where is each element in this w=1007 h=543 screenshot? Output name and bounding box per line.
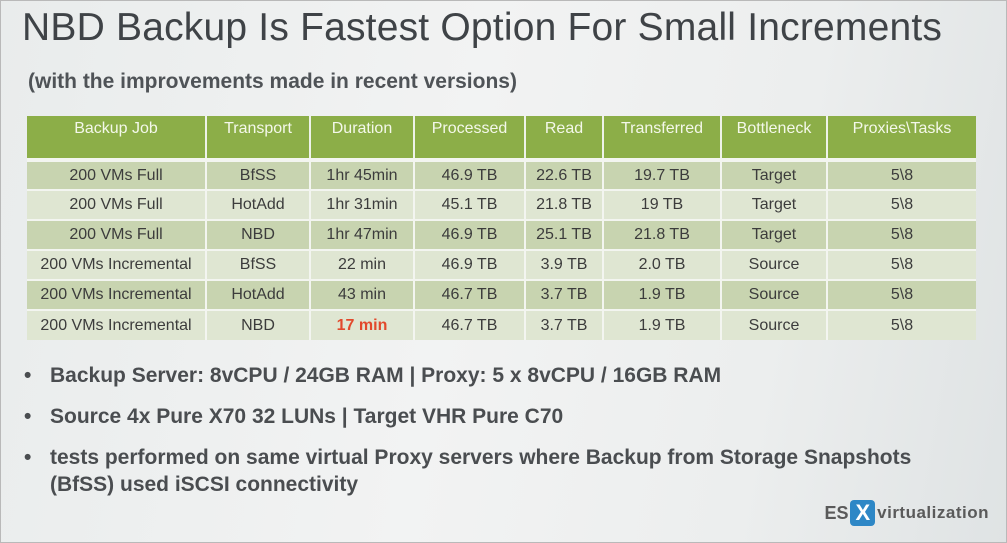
table-cell: 21.8 TB xyxy=(603,219,722,250)
table-cell: HotAdd xyxy=(206,189,311,220)
watermark-x-logo-icon: X xyxy=(850,500,876,526)
notes-list: • Backup Server: 8vCPU / 24GB RAM | Prox… xyxy=(24,362,974,512)
table-cell: 19 TB xyxy=(603,189,722,220)
table-cell: HotAdd xyxy=(206,279,311,310)
table-cell: 3.7 TB xyxy=(525,279,604,310)
column-header: Transport xyxy=(206,116,311,160)
table-cell: 200 VMs Incremental xyxy=(27,279,207,310)
slide-title: NBD Backup Is Fastest Option For Small I… xyxy=(22,6,943,49)
highlighted-duration-cell: 17 min xyxy=(310,309,415,340)
table-cell: 1hr 31min xyxy=(310,189,415,220)
table-cell: 200 VMs Incremental xyxy=(27,249,207,280)
table-cell: 21.8 TB xyxy=(525,189,604,220)
table-row: 200 VMs Full NBD 1hr 47min 46.9 TB 25.1 … xyxy=(27,219,976,250)
note-text: Backup Server: 8vCPU / 24GB RAM | Proxy:… xyxy=(50,364,722,387)
table-cell: 46.9 TB xyxy=(414,158,526,190)
table-cell: 2.0 TB xyxy=(603,249,722,280)
table-cell: 46.7 TB xyxy=(414,279,526,310)
table-row: 200 VMs Incremental HotAdd 43 min 46.7 T… xyxy=(27,279,976,310)
table-cell: 19.7 TB xyxy=(603,158,722,190)
table-row: 200 VMs Full HotAdd 1hr 31min 45.1 TB 21… xyxy=(27,189,976,220)
slide-subtitle: (with the improvements made in recent ve… xyxy=(28,70,517,93)
table-cell: Target xyxy=(721,189,828,220)
table-cell: NBD xyxy=(206,309,311,340)
table-cell: Target xyxy=(721,158,828,190)
table-cell: 46.9 TB xyxy=(414,249,526,280)
column-header: Transferred xyxy=(603,116,722,160)
table-cell: 200 VMs Full xyxy=(27,219,207,250)
table-cell: 200 VMs Full xyxy=(27,158,207,190)
table-cell: 46.9 TB xyxy=(414,219,526,250)
table-cell: 3.7 TB xyxy=(525,309,604,340)
table-cell: 5\8 xyxy=(827,249,976,280)
table-cell: Source xyxy=(721,279,828,310)
column-header: Processed xyxy=(414,116,526,160)
table-cell: 1hr 47min xyxy=(310,219,415,250)
table-cell: 1.9 TB xyxy=(603,279,722,310)
table-row: 200 VMs Incremental NBD 17 min 46.7 TB 3… xyxy=(27,309,976,340)
table-cell: 5\8 xyxy=(827,279,976,310)
note-text: Source 4x Pure X70 32 LUNs | Target VHR … xyxy=(50,405,564,428)
column-header: Proxies\Tasks xyxy=(827,116,976,160)
table-header-row: Backup Job Transport Duration Processed … xyxy=(27,116,976,160)
bullet-icon: • xyxy=(24,405,32,428)
table-cell: 5\8 xyxy=(827,189,976,220)
table-cell: 22.6 TB xyxy=(525,158,604,190)
esx-virtualization-watermark: ES X virtualization xyxy=(824,500,989,526)
table-cell: BfSS xyxy=(206,158,311,190)
table-cell: Source xyxy=(721,249,828,280)
table-cell: 3.9 TB xyxy=(525,249,604,280)
bullet-icon: • xyxy=(24,364,32,387)
table-cell: 46.7 TB xyxy=(414,309,526,340)
table-cell: 1hr 45min xyxy=(310,158,415,190)
table-cell: 1.9 TB xyxy=(603,309,722,340)
table-cell: 43 min xyxy=(310,279,415,310)
column-header: Duration xyxy=(310,116,415,160)
table-cell: 5\8 xyxy=(827,309,976,340)
table-row: 200 VMs Incremental BfSS 22 min 46.9 TB … xyxy=(27,249,976,280)
table-cell: 200 VMs Full xyxy=(27,189,207,220)
bullet-icon: • xyxy=(24,446,32,469)
note-item: • Source 4x Pure X70 32 LUNs | Target VH… xyxy=(24,403,974,430)
column-header: Bottleneck xyxy=(721,116,828,160)
watermark-text: virtualization xyxy=(877,503,989,522)
results-table: Backup Job Transport Duration Processed … xyxy=(27,116,976,340)
watermark-es: ES xyxy=(824,502,849,523)
note-text: tests performed on same virtual Proxy se… xyxy=(50,446,912,496)
note-item: • Backup Server: 8vCPU / 24GB RAM | Prox… xyxy=(24,362,974,389)
table-cell: Source xyxy=(721,309,828,340)
table-cell: 25.1 TB xyxy=(525,219,604,250)
table-cell: BfSS xyxy=(206,249,311,280)
table-cell: Target xyxy=(721,219,828,250)
note-item: • tests performed on same virtual Proxy … xyxy=(24,444,974,498)
table-cell: 200 VMs Incremental xyxy=(27,309,207,340)
table-cell: 5\8 xyxy=(827,158,976,190)
table-cell: NBD xyxy=(206,219,311,250)
table-row: 200 VMs Full BfSS 1hr 45min 46.9 TB 22.6… xyxy=(27,158,976,190)
table-cell: 22 min xyxy=(310,249,415,280)
column-header: Read xyxy=(525,116,604,160)
table-cell: 45.1 TB xyxy=(414,189,526,220)
table-cell: 5\8 xyxy=(827,219,976,250)
column-header: Backup Job xyxy=(27,116,207,160)
